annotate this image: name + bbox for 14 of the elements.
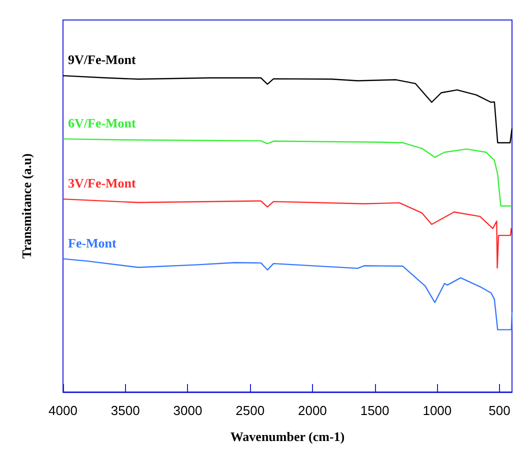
x-tick-label: 1000	[422, 403, 452, 418]
x-tick-label: 4000	[48, 403, 78, 418]
y-axis-title: Transmitance (a.u)	[19, 153, 34, 259]
x-tick-label: 3000	[173, 403, 202, 418]
x-tick-label: 3500	[110, 403, 140, 418]
x-tick-label: 2500	[236, 403, 265, 418]
series-label: 6V/Fe-Mont	[68, 115, 137, 130]
x-tick-label: 1500	[360, 403, 390, 418]
series-label: Fe-Mont	[68, 235, 118, 250]
x-tick-label: 2000	[298, 403, 327, 418]
series-label: 3V/Fe-Mont	[68, 176, 137, 191]
x-axis-title: Wavenumber (cm-1)	[230, 429, 345, 444]
series-label: 9V/Fe-Mont	[68, 52, 137, 68]
x-tick-label: 500	[488, 403, 510, 418]
